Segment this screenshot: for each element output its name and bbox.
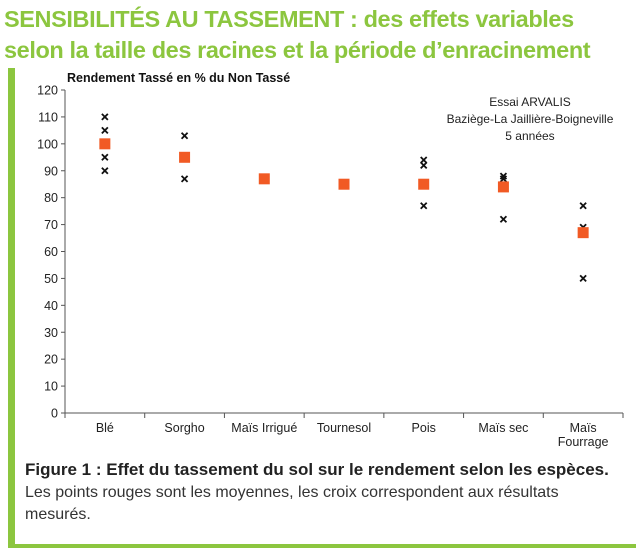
caption-description: Les points rouges sont les moyennes, les… xyxy=(25,484,559,523)
x-tick-label: Maïs Fourrage xyxy=(558,421,609,449)
measured-cross-point xyxy=(101,153,109,161)
y-tick-label: 70 xyxy=(44,218,58,232)
y-tick-label: 50 xyxy=(44,272,58,286)
mean-point xyxy=(497,181,509,193)
title-line-1: SENSIBILITÉS AU TASSEMENT : des effets v… xyxy=(4,6,574,32)
x-tick-label: Pois xyxy=(412,421,436,435)
y-tick-label: 20 xyxy=(44,353,58,367)
x-tick-label: Maïs sec xyxy=(478,421,528,435)
x-tick-label: Tournesol xyxy=(317,421,371,435)
caption-figure-title: Figure 1 : Effet du tassement du sol sur… xyxy=(25,460,609,479)
y-tick-label: 100 xyxy=(37,137,58,151)
measured-cross-point xyxy=(499,215,508,223)
mean-point xyxy=(99,138,111,150)
mean-point xyxy=(179,151,191,163)
annotation-line: Baziège-La Jaillière-Boigneville xyxy=(447,112,614,126)
measured-cross-point xyxy=(180,132,189,140)
measured-cross-point xyxy=(101,167,109,175)
y-tick-label: 40 xyxy=(44,299,58,313)
y-tick-label: 80 xyxy=(44,191,58,205)
y-tick-label: 0 xyxy=(51,407,58,421)
y-tick-label: 120 xyxy=(37,84,58,98)
y-tick-label: 60 xyxy=(44,245,58,259)
page-title: SENSIBILITÉS AU TASSEMENT : des effets v… xyxy=(4,4,634,66)
y-axis-label: Rendement Tassé en % du Non Tassé xyxy=(67,71,290,85)
measured-cross-point xyxy=(101,113,109,121)
x-tick-label: Blé xyxy=(96,421,114,435)
title-line-2: selon la taille des racines et la périod… xyxy=(4,37,591,63)
measured-cross-point xyxy=(420,156,428,164)
measured-cross-point xyxy=(420,161,428,170)
measured-cross-point xyxy=(579,202,587,210)
measured-cross-point xyxy=(579,274,587,283)
annotation-line: 5 années xyxy=(505,129,554,143)
green-frame-bottom xyxy=(8,544,636,548)
y-tick-label: 30 xyxy=(44,326,58,340)
green-frame-left xyxy=(8,68,15,548)
annotation-line: Essai ARVALIS xyxy=(489,95,571,109)
measured-cross-point xyxy=(499,172,508,180)
mean-point xyxy=(418,178,430,190)
x-tick-label: Sorgho xyxy=(164,421,204,435)
mean-point xyxy=(577,227,589,239)
mean-point xyxy=(258,173,270,185)
y-tick-label: 110 xyxy=(38,110,58,124)
figure-caption: Figure 1 : Effet du tassement du sol sur… xyxy=(25,458,625,526)
measured-cross-point xyxy=(420,202,428,210)
x-tick-label: Maïs Irrigué xyxy=(231,421,297,435)
measured-cross-point xyxy=(499,175,508,183)
mean-point xyxy=(338,178,350,190)
y-tick-label: 10 xyxy=(44,380,58,394)
y-tick-label: 90 xyxy=(44,164,58,178)
chart: Rendement Tassé en % du Non Tassé 0 10 20 30… xyxy=(37,71,624,449)
measured-cross-point xyxy=(101,126,109,135)
measured-cross-point xyxy=(180,175,189,183)
